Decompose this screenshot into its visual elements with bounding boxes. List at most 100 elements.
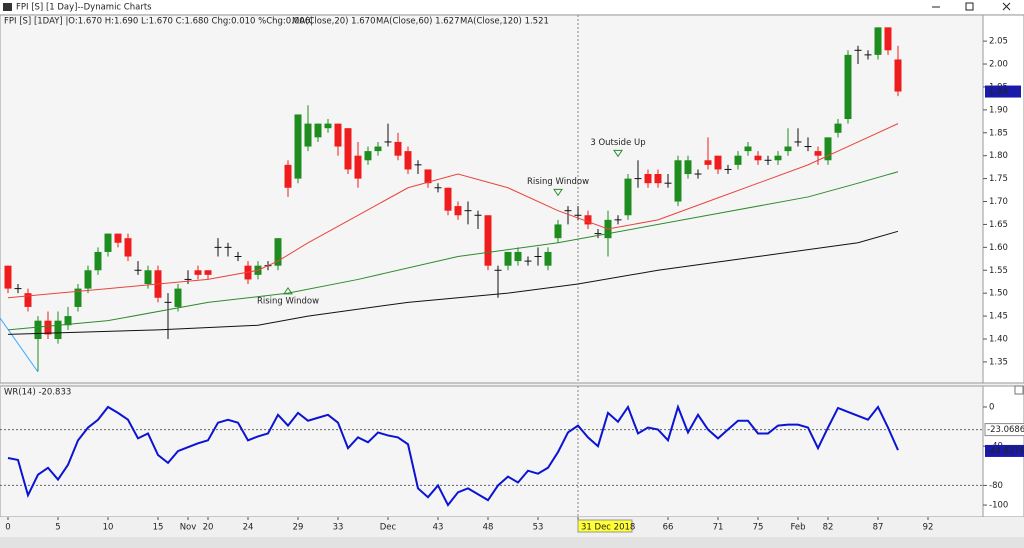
candle-body [44, 320, 52, 335]
level-tag [984, 423, 1024, 437]
candle-body [814, 151, 822, 156]
candle-body [144, 270, 152, 285]
x-tick-label: 15 [153, 523, 164, 533]
candle-body [894, 59, 902, 92]
x-tick-label: 33 [333, 523, 344, 533]
candle-body [444, 187, 452, 211]
candle-body [374, 146, 382, 152]
candle-body [424, 169, 432, 184]
candle-body [504, 251, 512, 266]
candle-body [334, 123, 342, 147]
candle-body [104, 233, 112, 252]
candle-body [774, 155, 782, 161]
indicator-line [7, 403, 899, 507]
x-tick-label: 31 Dec 2018 [581, 523, 635, 533]
candle-body [64, 316, 72, 326]
time-axis-area [0, 517, 1024, 536]
candle-body [204, 270, 212, 275]
x-tick-label: 75 [753, 523, 764, 533]
y-tick-label: 1.70 [989, 197, 1008, 207]
candle-body [294, 114, 302, 179]
candle-body [744, 146, 752, 152]
trend-line-drawing [0, 317, 39, 373]
last-price-tag [985, 85, 1021, 98]
x-tick-label: 5 [55, 523, 60, 533]
candle-body [844, 54, 852, 120]
moving-average-line [7, 171, 899, 331]
pattern-label: Rising Window [527, 177, 589, 187]
candle-body [824, 137, 832, 161]
candle-body [454, 206, 462, 216]
candle-body [554, 224, 562, 239]
x-tick-label: 87 [873, 523, 884, 533]
candle-body [324, 123, 332, 129]
title-bar [0, 0, 1024, 14]
y-tick-label: -80 [989, 481, 1003, 491]
app-icon [3, 3, 12, 11]
candle-body [644, 174, 652, 184]
pattern-marker [553, 188, 563, 197]
candle-body [114, 233, 122, 243]
pattern-marker [613, 149, 623, 158]
candle-body [74, 288, 82, 307]
y-tick-label: 1.50 [989, 289, 1008, 299]
close-button[interactable] [1002, 2, 1011, 11]
restore-button[interactable] [965, 2, 974, 11]
y-tick-label: 1.60 [989, 243, 1008, 253]
candle-body [24, 293, 32, 307]
candle-body [274, 238, 282, 266]
candle-body [34, 320, 42, 340]
candle-body [394, 141, 402, 156]
x-tick-label: 92 [923, 523, 934, 533]
candle-body [584, 215, 592, 225]
level-label: -23.0686 [987, 425, 1024, 435]
candle-body [314, 123, 322, 138]
y-tick-label: 1.65 [989, 220, 1008, 230]
legend-entry: MA(Close,60) 1.627 [376, 17, 460, 27]
x-tick-label: 48 [483, 523, 494, 533]
y-tick-label: 1.80 [989, 151, 1008, 161]
candle-body [194, 270, 202, 275]
moving-average-line [7, 230, 899, 335]
candle-body [4, 265, 12, 289]
y-tick-label: 1.35 [989, 357, 1008, 367]
pattern-label: Rising Window [257, 296, 319, 306]
candle-body [94, 251, 102, 271]
x-tick-label: 53 [533, 523, 544, 533]
chart-legend-title: FPI [S] [1DAY] |O:1.670 H:1.690 L:1.670 … [4, 17, 313, 27]
scroll-bar[interactable] [0, 537, 1024, 548]
x-tick-label: 24 [243, 523, 254, 533]
last-value-tag [985, 444, 1024, 457]
pattern-marker [283, 286, 293, 295]
candle-body [544, 251, 552, 266]
candle-body [344, 128, 352, 170]
window-title: FPI [S] [1 Day]--Dynamic Charts [16, 3, 152, 13]
y-tick-label: 1.45 [989, 312, 1008, 322]
x-tick-label: 20 [203, 523, 214, 533]
indicator-pane [0, 385, 984, 518]
x-tick-label: Nov [180, 523, 197, 533]
candle-body [704, 160, 712, 165]
candle-body [404, 151, 412, 170]
candle-body [834, 123, 842, 133]
candle-body [84, 270, 92, 289]
y-tick-label: 2.00 [989, 60, 1008, 70]
y-tick-label: 1.75 [989, 174, 1008, 184]
candle-body [784, 146, 792, 152]
candle-body [684, 160, 692, 175]
candle-body [174, 288, 182, 307]
pane-close-button[interactable] [1014, 385, 1024, 395]
legend-entry: MA(Close,20) 1.670 [292, 17, 376, 27]
candle-body [304, 123, 312, 147]
cursor-date-box [577, 519, 633, 533]
candle-body [364, 151, 372, 161]
y-tick-label: 1.90 [989, 105, 1008, 115]
x-tick-label: 0 [5, 523, 10, 533]
x-tick-label: 66 [663, 523, 674, 533]
candle-body [674, 160, 682, 202]
candle-body [624, 178, 632, 216]
candle-body [354, 155, 362, 179]
candle-body [514, 251, 522, 262]
